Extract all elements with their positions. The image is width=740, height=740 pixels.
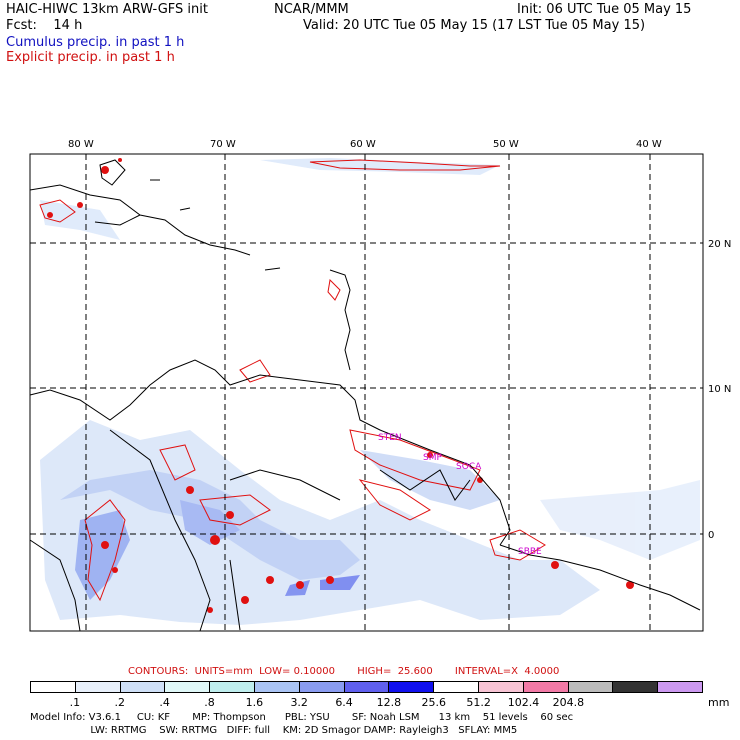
color-bar-segment (434, 682, 479, 692)
init-time: Init: 06 UTC Tue 05 May 15 (517, 2, 692, 17)
color-bar-label: .1 (69, 696, 81, 709)
model-info-line2: LW: RRTMG SW: RRTMG DIFF: full KM: 2D Sm… (30, 725, 518, 736)
station-labels: STEN SMP SOCA SBBE (378, 433, 542, 557)
longitude-labels: 80 W 70 W 60 W 50 W 40 W (68, 139, 662, 150)
color-bar-label: .8 (204, 696, 215, 709)
color-bar-segment (523, 682, 569, 692)
color-bar-segment (120, 682, 166, 692)
org-label: NCAR/MMM (274, 2, 349, 17)
lon-label-40w: 40 W (636, 139, 662, 150)
color-bar-segment (613, 682, 659, 692)
heavy-precip-cells (47, 158, 634, 613)
color-bar (30, 681, 703, 693)
color-bar-segment (389, 682, 435, 692)
lon-label-50w: 50 W (493, 139, 519, 150)
color-bar-label: 102.4 (507, 696, 540, 709)
valid-time: Valid: 20 UTC Tue 05 May 15 (17 LST Tue … (303, 18, 646, 33)
lon-label-60w: 60 W (350, 139, 376, 150)
color-bar-segment (344, 682, 390, 692)
color-bar-segment (75, 682, 121, 692)
color-bar-label: 1.6 (245, 696, 264, 709)
cumulus-precip-fields (40, 158, 700, 625)
lat-lon-grid (30, 154, 703, 631)
color-bar-label: 51.2 (466, 696, 491, 709)
color-bar-labels: .1 .2 .4 .8 1.6 3.2 6.4 12.8 25.6 51.2 102.4 204.8 (30, 696, 703, 710)
color-bar-segment (658, 682, 702, 692)
lon-label-80w: 80 W (68, 139, 94, 150)
cumulus-precip-label: Cumulus precip. in past 1 h (6, 35, 185, 50)
color-bar-segment (31, 682, 76, 692)
color-bar-segment (478, 682, 524, 692)
contours-info: CONTOURS: UNITS=mm LOW= 0.10000 HIGH= 25… (128, 666, 560, 677)
station-sbbe: SBBE (518, 547, 542, 557)
station-smp: SMP (423, 453, 442, 463)
color-bar-units: mm (708, 696, 730, 709)
color-bar-segment (165, 682, 211, 692)
color-bar-label: .4 (159, 696, 170, 709)
forecast-hour: Fcst: 14 h (6, 18, 83, 33)
coastlines (29, 159, 701, 632)
color-bar-segment (254, 682, 300, 692)
station-soca: SOCA (456, 462, 482, 472)
lat-label-10n: 10 N (708, 384, 731, 395)
color-bar-label: 204.8 (552, 696, 585, 709)
latitude-labels: 20 N 10 N 0 (708, 239, 731, 541)
lat-label-0: 0 (708, 530, 714, 541)
explicit-precip-contours (39, 159, 546, 602)
color-bar-label: 3.2 (290, 696, 308, 709)
explicit-precip-label: Explicit precip. in past 1 h (6, 50, 175, 65)
model-title: HAIC-HIWC 13km ARW-GFS init (6, 2, 208, 17)
color-bar-label: 25.6 (421, 696, 447, 709)
station-sten: STEN (378, 433, 402, 443)
lon-label-70w: 70 W (210, 139, 236, 150)
lat-label-20n: 20 N (708, 239, 731, 250)
color-bar-segment (568, 682, 614, 692)
model-info-line1: Model Info: V3.6.1 CU: KF MP: Thompson P… (30, 712, 574, 723)
color-bar-label: 6.4 (335, 696, 353, 709)
color-bar-label: .2 (114, 696, 125, 709)
color-bar-label: 12.8 (376, 696, 402, 709)
color-bar-segment (210, 682, 255, 692)
color-bar-segment (299, 682, 345, 692)
